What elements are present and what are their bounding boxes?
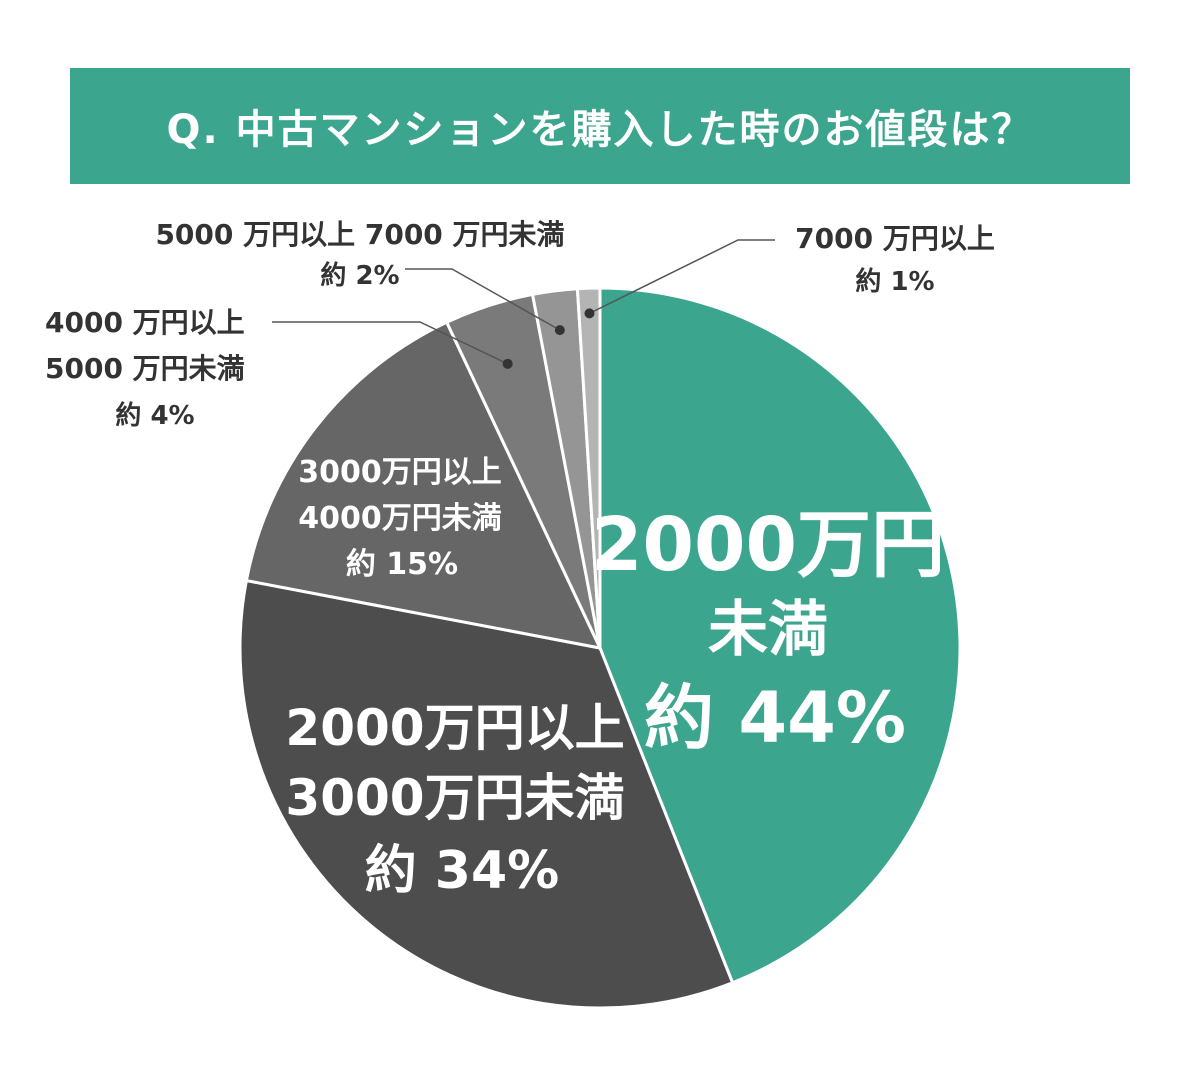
slice-label-1-pct: 約 34% xyxy=(365,841,560,901)
slice-label-2-line-1: 4000万円未満 xyxy=(298,501,502,536)
title-banner: Q. 中古マンションを購入した時のお値段は？ xyxy=(70,68,1130,184)
pie-slice-0 xyxy=(598,286,962,985)
slice-label-0-pct: 約 44% xyxy=(644,677,906,759)
pie-slices xyxy=(238,286,962,1010)
slice-label-1-line-1: 3000万円未満 xyxy=(285,769,624,827)
slice-label-4-line-0: 5000 万円以上 7000 万円未満 xyxy=(155,218,564,251)
slice-label-0: 2000万円 未満 約 44% xyxy=(591,502,945,759)
leader-dot-4 xyxy=(554,325,565,336)
slice-label-1-line-0: 2000万円以上 xyxy=(285,699,624,757)
slice-label-4-pct: 約 2% xyxy=(320,260,399,291)
slice-label-3-line-0: 4000 万円以上 xyxy=(45,306,245,339)
slice-label-0-line-0: 2000万円 xyxy=(591,502,945,588)
leader-line-3 xyxy=(272,321,508,365)
chart-title: Q. 中古マンションを購入した時のお値段は？ xyxy=(166,107,1034,153)
pie-slice-5 xyxy=(575,286,602,649)
slice-label-2-line-0: 3000万円以上 xyxy=(298,455,502,490)
leader-lines xyxy=(272,239,775,369)
pie-slice-1 xyxy=(238,578,735,1010)
slice-label-5: 7000 万円以上 約 1% xyxy=(795,222,995,297)
leader-line-4 xyxy=(405,268,561,331)
leader-dot-3 xyxy=(502,358,513,369)
slice-label-3-pct: 約 4% xyxy=(115,400,194,431)
slice-label-1: 2000万円以上 3000万円未満 約 34% xyxy=(285,699,624,901)
slice-label-3: 4000 万円以上 5000 万円未満 約 4% xyxy=(45,306,245,431)
slice-label-2: 3000万円以上 4000万円未満 約 15% xyxy=(298,455,502,582)
slice-label-4: 5000 万円以上 7000 万円未満 約 2% xyxy=(155,218,564,291)
slice-label-5-line-0: 7000 万円以上 xyxy=(795,222,995,255)
leader-dot-5 xyxy=(584,308,595,319)
pie-slice-2 xyxy=(244,320,603,651)
slice-label-2-pct: 約 15% xyxy=(346,547,458,582)
slice-label-3-line-1: 5000 万円未満 xyxy=(45,352,245,385)
slice-label-5-pct: 約 1% xyxy=(855,266,934,297)
slice-label-0-line-1: 未満 xyxy=(708,595,828,665)
leader-line-5 xyxy=(589,239,775,315)
